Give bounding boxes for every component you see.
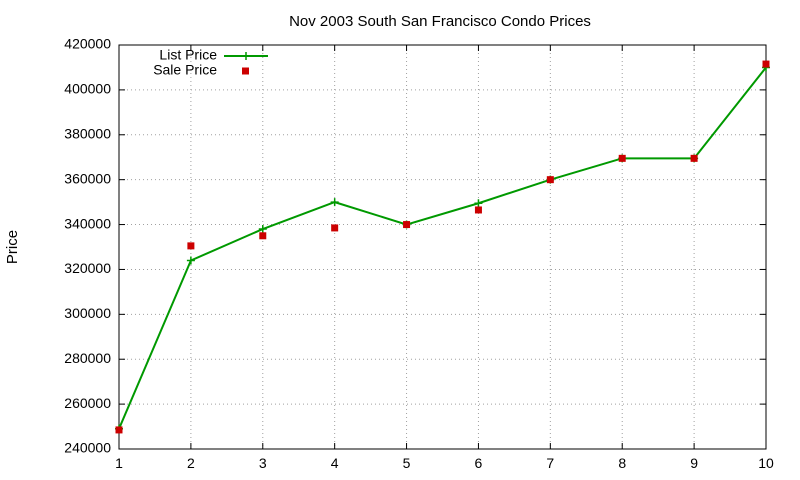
sale-price-point bbox=[762, 60, 770, 68]
gridlines bbox=[119, 45, 766, 449]
x-tick-label: 4 bbox=[331, 455, 339, 471]
list-price-point bbox=[186, 256, 195, 265]
x-tick-label: 7 bbox=[546, 455, 554, 471]
series-line-list-price bbox=[118, 66, 767, 430]
x-tick-label: 1 bbox=[115, 455, 123, 471]
legend-marker-sale-price bbox=[242, 67, 249, 75]
series-layer bbox=[115, 60, 770, 434]
x-tick-label: 3 bbox=[259, 455, 267, 471]
y-tick-label: 300000 bbox=[64, 305, 111, 321]
x-tick-label: 9 bbox=[690, 455, 698, 471]
y-tick-label: 420000 bbox=[64, 36, 111, 52]
chart-title: Nov 2003 South San Francisco Condo Price… bbox=[289, 13, 591, 30]
y-axis-label: Price bbox=[4, 230, 21, 264]
sale-price-point bbox=[115, 426, 123, 434]
x-tick-label: 2 bbox=[187, 455, 195, 471]
y-tick-label: 240000 bbox=[64, 440, 111, 456]
sale-price-point bbox=[546, 176, 554, 184]
plot-frame bbox=[118, 44, 767, 450]
axis-ticks: 240000 260000 280000 300000 320000 340000 3600… bbox=[64, 36, 774, 471]
sale-price-point bbox=[618, 154, 626, 162]
sale-price-point bbox=[259, 232, 267, 240]
y-tick-label: 380000 bbox=[64, 125, 111, 141]
x-tick-label: 8 bbox=[618, 455, 626, 471]
y-tick-label: 340000 bbox=[64, 215, 111, 231]
legend-label-sale-price: Sale Price bbox=[153, 62, 217, 78]
list-price-point bbox=[258, 225, 267, 234]
x-tick-label: 5 bbox=[403, 455, 411, 471]
y-tick-label: 260000 bbox=[64, 395, 111, 411]
legend: List Price Sale Price bbox=[153, 47, 268, 78]
sale-price-point bbox=[187, 242, 195, 250]
sale-price-point bbox=[403, 221, 411, 229]
list-price-point bbox=[330, 198, 339, 207]
sale-price-point bbox=[331, 224, 339, 232]
y-tick-label: 280000 bbox=[64, 350, 111, 366]
y-tick-label: 360000 bbox=[64, 170, 111, 186]
x-tick-label: 10 bbox=[758, 455, 774, 471]
sale-price-point bbox=[474, 206, 482, 214]
list-price-point bbox=[474, 199, 483, 208]
y-tick-label: 320000 bbox=[64, 260, 111, 276]
legend-marker-list-price bbox=[242, 52, 250, 60]
legend-label-list-price: List Price bbox=[159, 47, 217, 63]
x-tick-label: 6 bbox=[475, 455, 483, 471]
sale-price-point bbox=[690, 154, 698, 162]
y-tick-label: 400000 bbox=[64, 81, 111, 97]
